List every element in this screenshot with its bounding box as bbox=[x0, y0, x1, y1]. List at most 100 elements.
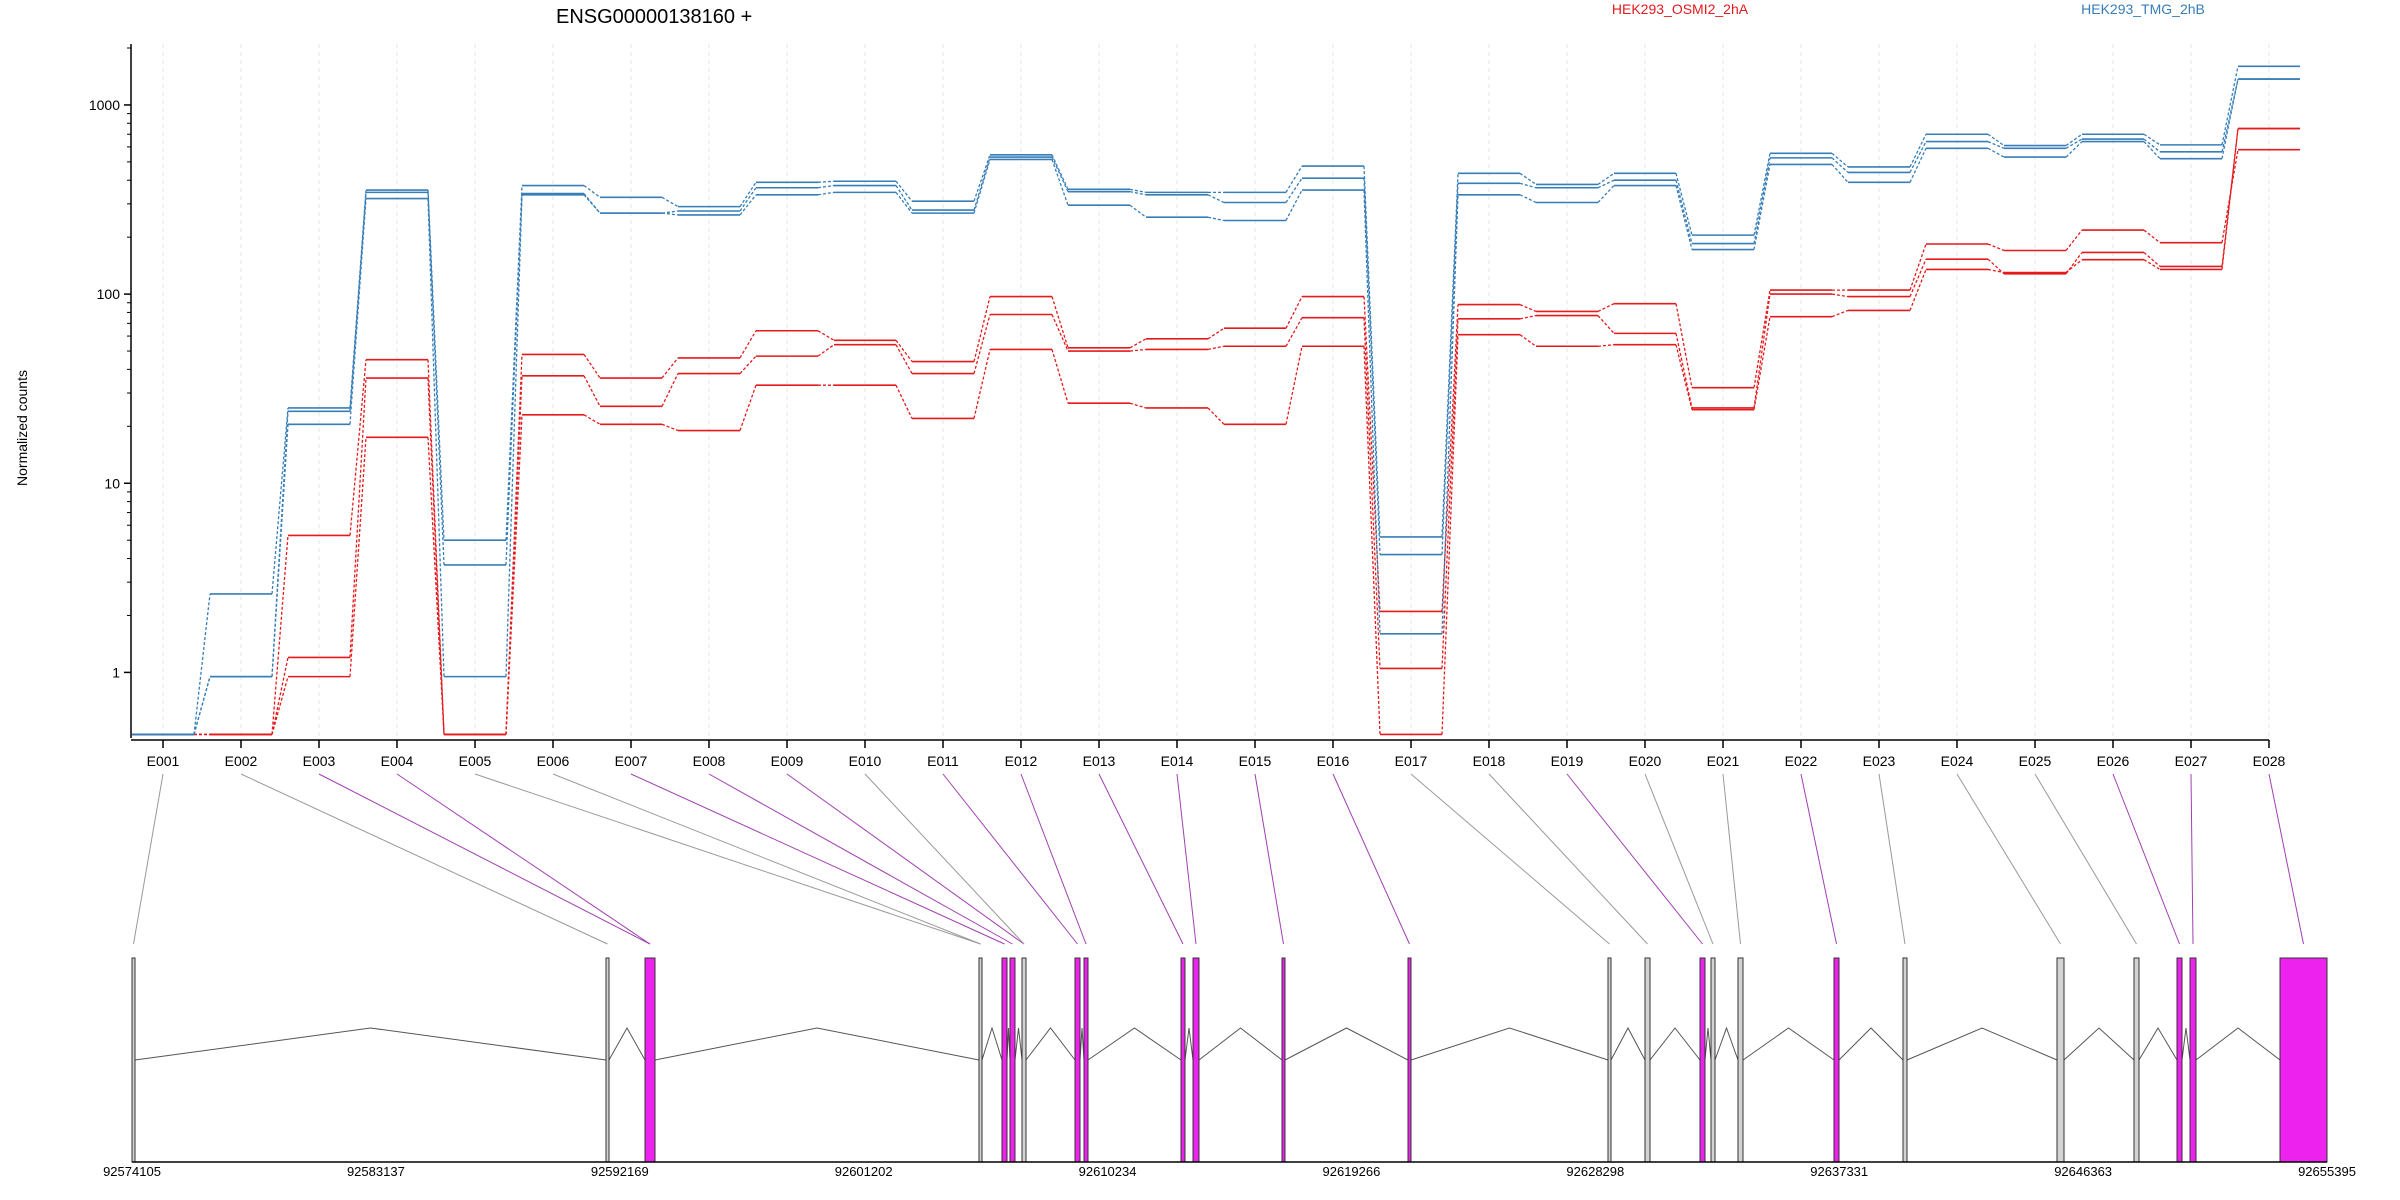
exon-box-e015 bbox=[1281, 957, 1286, 1163]
transition-line bbox=[1129, 188, 1147, 194]
exon-box-e014 bbox=[1192, 957, 1200, 1163]
exon-box-e025 bbox=[2133, 957, 2140, 1163]
transition-line bbox=[2221, 78, 2239, 152]
transition-line bbox=[1285, 177, 1303, 203]
intron-line bbox=[1014, 1027, 1023, 1061]
transition-line bbox=[2065, 252, 2083, 275]
transition-line bbox=[2065, 229, 2083, 251]
transition-line bbox=[1363, 166, 1381, 537]
x-tick-label-e010: E010 bbox=[849, 753, 882, 769]
transition-line bbox=[505, 414, 523, 735]
x-tick-label-e003: E003 bbox=[303, 753, 336, 769]
connector-e025 bbox=[2034, 773, 2137, 945]
transition-line bbox=[739, 384, 757, 431]
transition-line bbox=[1519, 182, 1537, 189]
transition-line bbox=[1051, 159, 1069, 206]
transition-line bbox=[271, 676, 289, 735]
transition-line bbox=[583, 354, 601, 379]
transition-line bbox=[1831, 163, 1849, 183]
connector-e028 bbox=[2268, 773, 2304, 945]
connector-e003 bbox=[318, 773, 651, 945]
x-tick-label-e021: E021 bbox=[1707, 753, 1740, 769]
connector-e026 bbox=[2112, 773, 2180, 945]
transition-line bbox=[1753, 157, 1771, 244]
transition-line bbox=[1675, 344, 1693, 410]
coordinate-tick-label: 92601202 bbox=[835, 1164, 893, 1179]
transition-line bbox=[1753, 289, 1771, 388]
exon-box-e018 bbox=[1644, 957, 1651, 1163]
exon-box-e027 bbox=[2189, 957, 2197, 1163]
transition-line bbox=[1363, 317, 1381, 669]
transition-line bbox=[427, 198, 445, 677]
transition-line bbox=[2065, 141, 2083, 158]
transition-line bbox=[1909, 243, 1927, 291]
transition-line bbox=[2143, 259, 2161, 271]
intron-line bbox=[1704, 1027, 1712, 1061]
x-tick-label-e007: E007 bbox=[615, 753, 648, 769]
connector-e018 bbox=[1488, 773, 1648, 945]
x-tick-label-e008: E008 bbox=[693, 753, 726, 769]
coordinate-tick-label: 92637331 bbox=[1810, 1164, 1868, 1179]
connector-e013 bbox=[1098, 773, 1184, 945]
transition-line bbox=[661, 210, 679, 214]
connector-e024 bbox=[1956, 773, 2061, 945]
transition-line bbox=[1207, 345, 1225, 351]
connector-e019 bbox=[1566, 773, 1703, 945]
transition-line bbox=[661, 196, 679, 208]
transition-line bbox=[739, 194, 757, 216]
x-tick-label-e024: E024 bbox=[1941, 753, 1974, 769]
transition-line bbox=[817, 180, 835, 183]
intron-line bbox=[1079, 1027, 1085, 1061]
legend-entry-osmi2: HEK293_OSMI2_2hA bbox=[1612, 1, 1749, 17]
transition-line bbox=[349, 192, 367, 412]
exon-box-e004 bbox=[644, 957, 656, 1163]
transition-line bbox=[271, 535, 289, 735]
intron-line bbox=[1742, 1027, 1835, 1061]
transition-line bbox=[1987, 268, 2005, 274]
y-axis-label: Normalized counts bbox=[14, 370, 30, 486]
exon-box-e023 bbox=[1902, 957, 1908, 1163]
y-tick-label: 1 bbox=[112, 664, 120, 680]
transition-line bbox=[1597, 315, 1615, 334]
transition-line bbox=[895, 344, 913, 374]
transition-line bbox=[193, 593, 211, 735]
transition-line bbox=[1441, 194, 1459, 634]
y-tick-label: 1000 bbox=[89, 97, 120, 113]
transition-line bbox=[895, 339, 913, 362]
connector-e002 bbox=[240, 773, 608, 945]
x-tick-label-e012: E012 bbox=[1005, 753, 1038, 769]
series-lines bbox=[132, 65, 2300, 736]
transition-line bbox=[1285, 189, 1303, 221]
transition-line bbox=[427, 359, 445, 735]
coordinate-tick-label: 92655395 bbox=[2298, 1164, 2356, 1179]
x-tick-label-e026: E026 bbox=[2097, 753, 2130, 769]
exon-box-e022 bbox=[1833, 957, 1840, 1163]
transition-line bbox=[1831, 152, 1849, 168]
transition-line bbox=[973, 159, 991, 214]
transition-line bbox=[1987, 147, 2005, 158]
exon-box-e001 bbox=[131, 957, 136, 1163]
transition-line bbox=[1753, 153, 1771, 236]
transition-line bbox=[1675, 173, 1693, 236]
transition-line bbox=[271, 411, 289, 677]
transition-line bbox=[2143, 141, 2161, 160]
transition-line bbox=[1051, 314, 1069, 352]
transition-line bbox=[2143, 138, 2161, 153]
transition-line bbox=[349, 437, 367, 677]
transition-line bbox=[1909, 141, 1927, 173]
transition-line bbox=[1519, 194, 1537, 204]
series-osmi2-2 bbox=[132, 148, 2300, 736]
coordinate-tick-label: 92592169 bbox=[591, 1164, 649, 1179]
transition-line bbox=[1597, 172, 1615, 185]
x-axis-ticks: E001 E002 E003 E004 E005 E006 E007 E008 E009 E010… bbox=[147, 740, 2286, 769]
intron-line bbox=[1714, 1026, 1739, 1061]
transition-line bbox=[1285, 346, 1303, 425]
transition-line bbox=[1675, 333, 1693, 409]
transition-line bbox=[1909, 133, 1927, 168]
transition-line bbox=[973, 154, 991, 202]
x-tick-label-e005: E005 bbox=[459, 753, 492, 769]
transition-line bbox=[1831, 293, 1849, 298]
y-tick-label: 100 bbox=[97, 286, 121, 302]
x-tick-label-e009: E009 bbox=[771, 753, 804, 769]
